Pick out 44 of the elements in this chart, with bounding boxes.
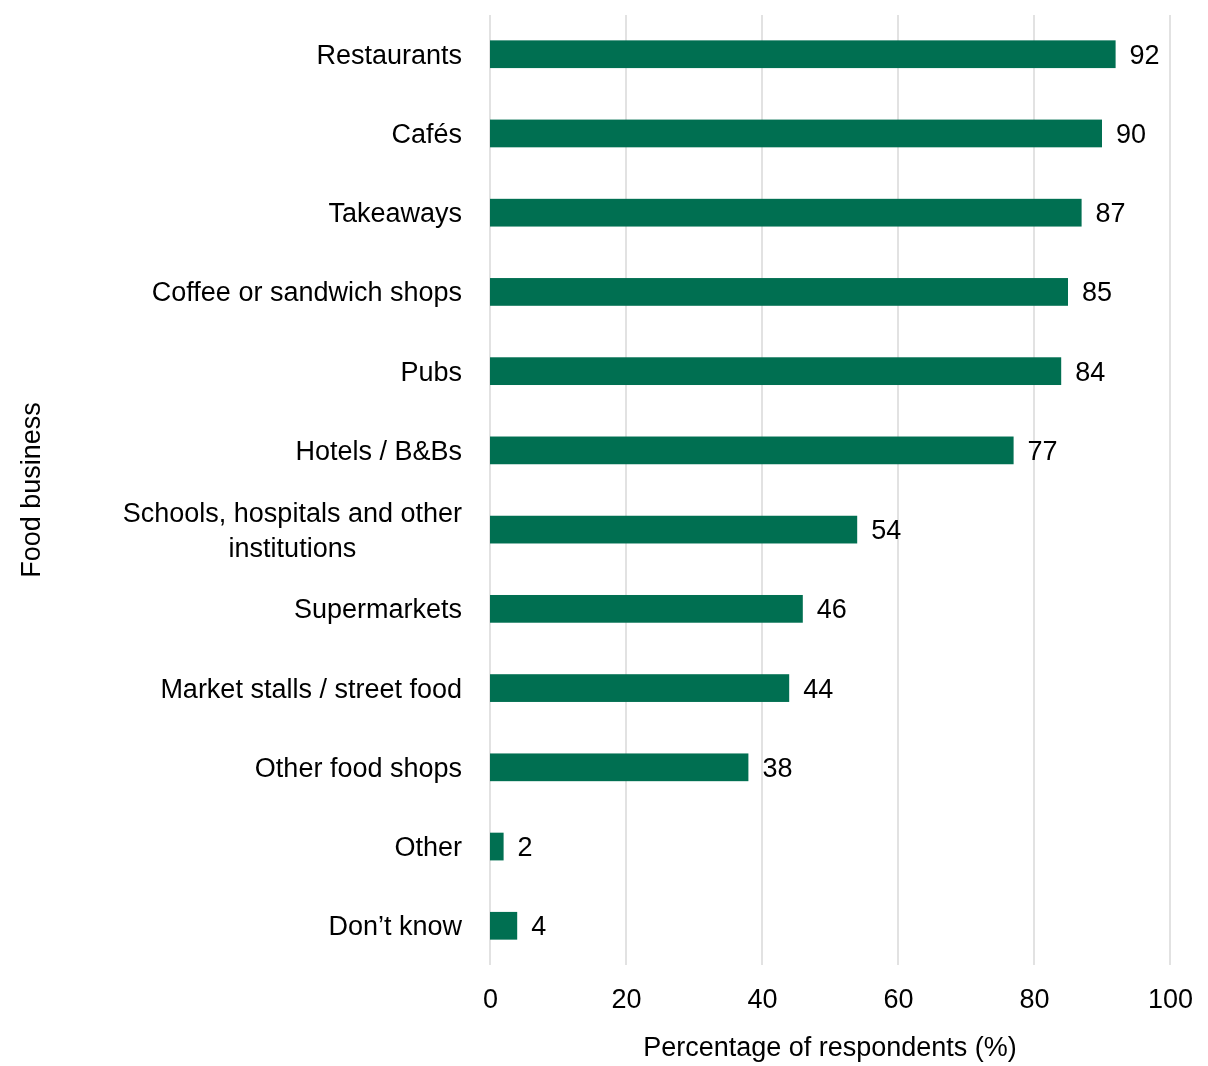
bar	[490, 674, 790, 702]
x-tick-label: 100	[1147, 984, 1194, 1015]
data-label: 84	[1075, 356, 1106, 387]
data-label: 90	[1116, 118, 1147, 149]
x-tick-label: 40	[747, 984, 778, 1015]
bar	[490, 357, 1062, 386]
x-tick-label: 60	[883, 984, 914, 1015]
bar	[490, 436, 1014, 465]
bar	[490, 119, 1102, 148]
x-tick-label: 0	[482, 984, 499, 1015]
bar	[490, 40, 1116, 69]
bar	[490, 278, 1068, 306]
bar	[490, 594, 803, 623]
bar	[490, 198, 1082, 227]
y-tick-label: Restaurants	[316, 39, 462, 70]
data-label: 44	[803, 673, 834, 704]
x-axis-title: Percentage of respondents (%)	[643, 1032, 1017, 1062]
data-label: 4	[531, 911, 547, 942]
x-tick-label: 20	[611, 984, 642, 1015]
y-tick-label: Hotels / B&Bs	[295, 435, 462, 466]
bar	[490, 832, 504, 861]
bar	[490, 515, 858, 544]
data-label: 85	[1082, 277, 1113, 308]
x-tick-label: 80	[1019, 984, 1050, 1015]
bar	[490, 753, 749, 782]
data-label: 46	[816, 594, 847, 625]
data-label: 87	[1095, 198, 1126, 229]
y-tick-label: Supermarkets	[293, 594, 462, 625]
y-tick-label: Market stalls / street food	[160, 673, 462, 704]
data-label: 38	[762, 752, 793, 783]
y-tick-label: Other food shops	[254, 752, 462, 783]
y-tick-label: Cafés	[391, 118, 462, 149]
data-label: 2	[517, 832, 533, 862]
y-tick-label: Other	[394, 832, 462, 862]
y-tick-label: Don’t know	[328, 911, 463, 942]
data-label: 54	[871, 515, 902, 546]
y-tick-label: Schools, hospitals and other institutions	[122, 497, 462, 563]
y-tick-label: Coffee or sandwich shops	[151, 277, 462, 308]
data-label: 92	[1129, 39, 1160, 70]
y-axis-title: Food business	[16, 402, 46, 578]
bar	[490, 911, 518, 940]
data-label: 77	[1027, 435, 1058, 466]
y-tick-label: Takeaways	[328, 198, 462, 229]
y-tick-label: Pubs	[400, 356, 462, 387]
